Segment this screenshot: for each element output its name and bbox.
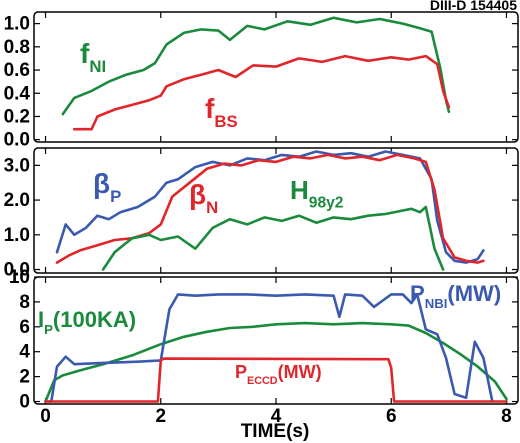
series-line-middle-1 [55, 153, 485, 264]
series-label: IP(100KA) [38, 307, 136, 337]
y-tick-label: 2.0 [4, 190, 30, 211]
panel-frame [33, 147, 519, 274]
y-tick-label: 1.0 [4, 14, 30, 35]
x-tick-label: 4 [271, 406, 282, 427]
shot-label: DIII-D 154405 [430, 0, 517, 13]
y-tick-label: 0.4 [4, 83, 31, 104]
y-tick-label: 0.2 [4, 106, 30, 127]
series-label-sub: ECCD [247, 375, 278, 387]
series-line-top-1 [73, 54, 451, 131]
x-tick-label: 6 [386, 406, 397, 427]
series-label-sub: NBI [425, 296, 448, 311]
series-label-suffix: (100KA) [53, 307, 136, 332]
series-line-top-0 [61, 16, 451, 116]
series-label-sub: NI [89, 57, 106, 76]
series-line-middle-2 [101, 205, 445, 271]
x-axis-label: TIME(s) [241, 421, 310, 442]
y-tick-label: 8 [19, 292, 30, 313]
y-tick-label: 0 [19, 392, 30, 413]
series-line-bottom-1 [44, 293, 494, 403]
series-label: βN [189, 179, 218, 217]
series-line-middle-0 [55, 150, 485, 264]
series-label: PECCD(MW) [235, 362, 322, 387]
y-tick-label: 0.0 [4, 260, 30, 281]
y-tick-label: 0.8 [4, 37, 30, 58]
x-tick-label: 0 [40, 406, 51, 427]
series-label: fBS [205, 93, 238, 131]
panel-frame [33, 11, 519, 143]
series-label: βP [93, 168, 121, 206]
series-label-main: H [290, 175, 309, 205]
series-label-main: f [80, 38, 90, 69]
series-label-suffix: (MW) [278, 362, 322, 382]
series-label-main: P [410, 281, 425, 306]
x-tick-label: 8 [501, 406, 512, 427]
series-label-main: P [235, 362, 247, 382]
series-line-bottom-0 [44, 321, 508, 403]
series-label-sub: N [206, 198, 218, 217]
y-tick-label: 4 [19, 342, 30, 363]
series-label: fNI [80, 38, 106, 76]
y-tick-label: 1.0 [4, 225, 30, 246]
series-label-sub: 98y2 [309, 194, 344, 211]
series-label-sub: P [44, 322, 53, 337]
series-line-bottom-2 [44, 357, 508, 403]
series-label: PNBI(MW) [410, 281, 501, 311]
y-tick-label: 3.0 [4, 155, 30, 176]
series-label-suffix: (MW) [447, 281, 501, 306]
series-label-sub: P [110, 187, 121, 206]
y-tick-label: 0.6 [4, 60, 30, 81]
x-tick-label: 2 [155, 406, 166, 427]
y-tick-label: 0.0 [4, 130, 30, 151]
series-label-sub: BS [214, 112, 237, 131]
y-tick-label: 2 [19, 367, 30, 388]
series-label-main: β [93, 168, 110, 199]
series-label: H98y2 [290, 175, 344, 211]
y-tick-label: 10 [9, 267, 30, 288]
series-label-main: f [205, 93, 215, 124]
y-tick-label: 6 [19, 317, 30, 338]
series-label-main: I [38, 307, 44, 332]
series-label-main: β [189, 179, 206, 210]
